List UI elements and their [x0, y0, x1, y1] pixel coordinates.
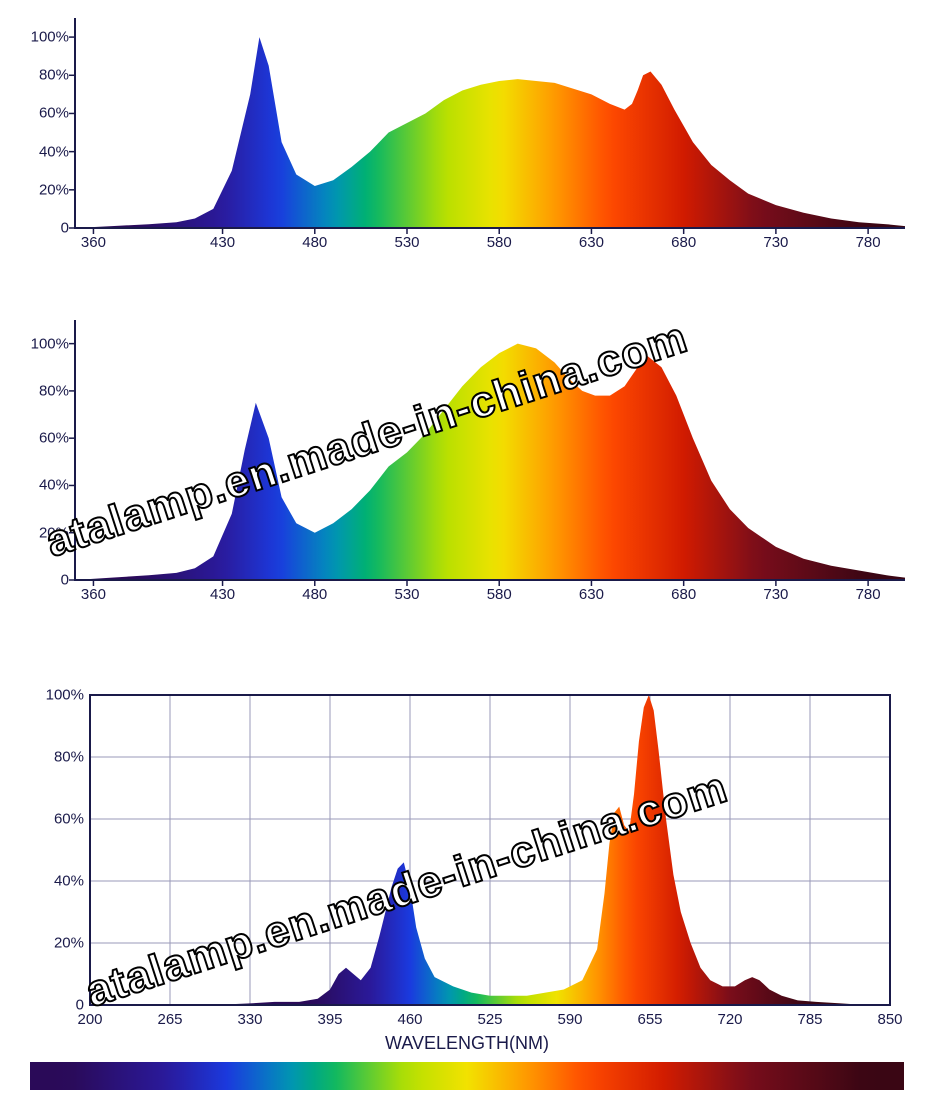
plot-area-2: 020%40%60%80%100%36043048053058063068073…: [75, 320, 905, 580]
x-tick-label: 530: [394, 234, 419, 251]
x-tick-label: 360: [81, 234, 106, 251]
x-tick-label: 480: [302, 234, 327, 251]
x-tick-label: 630: [579, 586, 604, 603]
x-tick-label: 360: [81, 586, 106, 603]
page: 0 20% 40% 60% 80% 100% 360 430 480 530 580 630 680 73…: [0, 0, 934, 1116]
x-tick-label: 430: [210, 586, 235, 603]
x-tick-label: 590: [557, 1011, 582, 1028]
x-tick-label: 525: [477, 1011, 502, 1028]
x-tick-label: 265: [157, 1011, 182, 1028]
x-tick-label: 460: [397, 1011, 422, 1028]
x-tick-label: 720: [717, 1011, 742, 1028]
y-tick-label: 100%: [46, 687, 84, 704]
y-tick-label: 0: [61, 572, 69, 589]
plot-area-1: 020%40%60%80%100%36043048053058063068073…: [75, 18, 905, 228]
spectrum-colorbar: [30, 1062, 904, 1090]
y-tick-label: 0: [61, 220, 69, 237]
y-tick-label: 40%: [39, 143, 69, 160]
x-tick-label: 730: [763, 234, 788, 251]
x-tick-label: 780: [856, 234, 881, 251]
x-tick-label: 680: [671, 586, 696, 603]
y-tick-label: 100%: [31, 335, 69, 352]
y-tick-label: 60%: [54, 811, 84, 828]
x-tick-label: 530: [394, 586, 419, 603]
x-tick-label: 850: [877, 1011, 902, 1028]
y-tick-label: 80%: [39, 382, 69, 399]
x-axis-label: WAVELENGTH(NM): [385, 1033, 549, 1054]
x-tick-label: 580: [487, 586, 512, 603]
x-tick-label: 630: [579, 234, 604, 251]
x-tick-label: 430: [210, 234, 235, 251]
x-tick-label: 780: [856, 586, 881, 603]
y-tick-label: 20%: [39, 181, 69, 198]
x-tick-label: 580: [487, 234, 512, 251]
x-tick-label: 480: [302, 586, 327, 603]
x-tick-label: 395: [317, 1011, 342, 1028]
y-tick-label: 60%: [39, 430, 69, 447]
y-tick-label: 40%: [54, 873, 84, 890]
y-tick-label: 80%: [54, 749, 84, 766]
y-tick-label: 60%: [39, 105, 69, 122]
x-tick-label: 330: [237, 1011, 262, 1028]
x-tick-label: 680: [671, 234, 696, 251]
y-tick-label: 100%: [31, 29, 69, 46]
y-tick-label: 40%: [39, 477, 69, 494]
x-tick-label: 730: [763, 586, 788, 603]
x-tick-label: 655: [637, 1011, 662, 1028]
y-tick-label: 20%: [54, 935, 84, 952]
x-tick-label: 785: [797, 1011, 822, 1028]
y-tick-label: 80%: [39, 67, 69, 84]
